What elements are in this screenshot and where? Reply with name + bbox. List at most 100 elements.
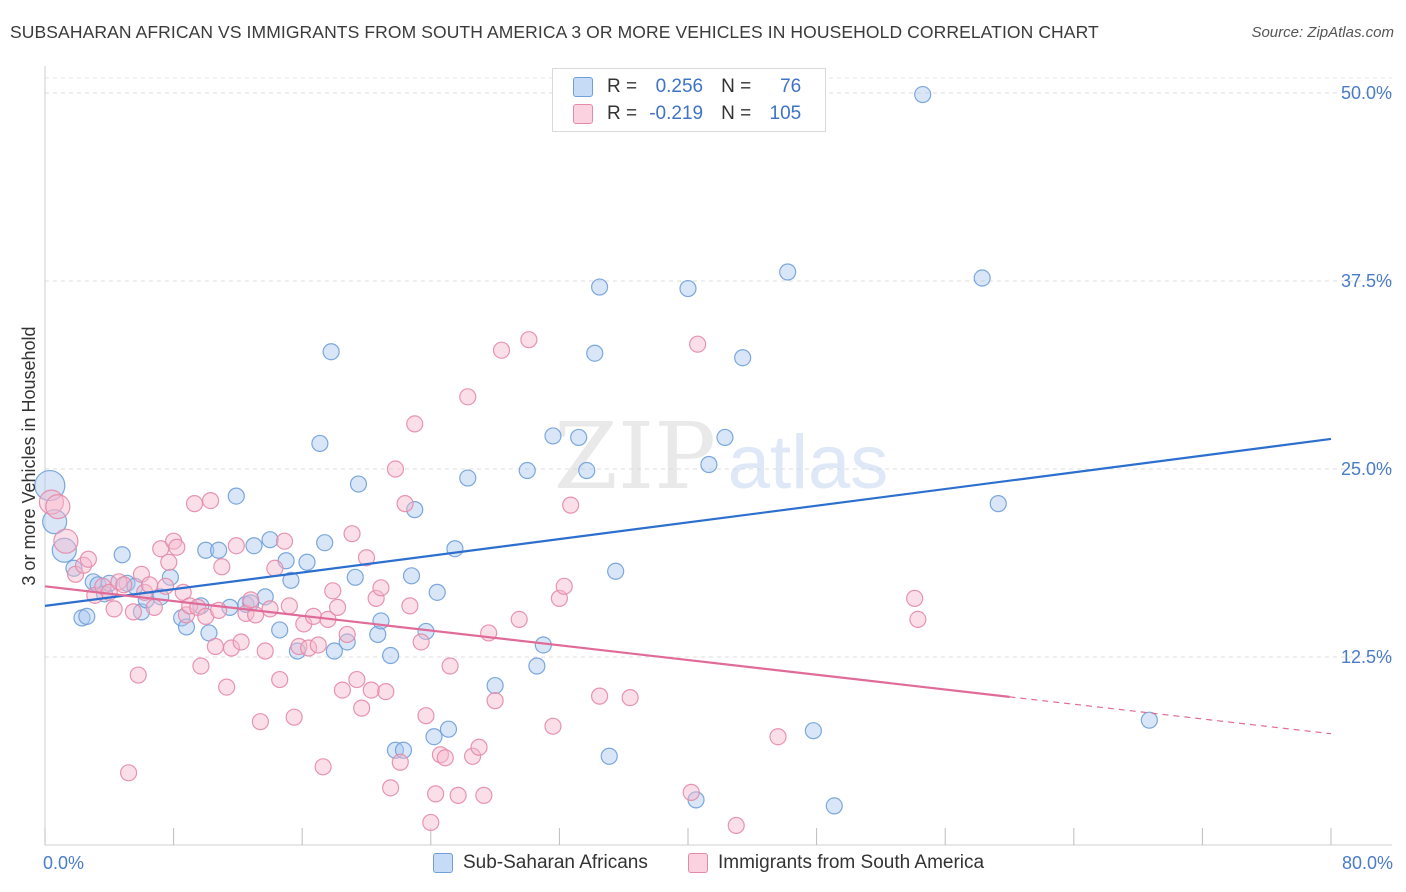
data-point (377, 682, 395, 701)
data-point (349, 475, 368, 493)
data-point (173, 609, 191, 627)
legend-item-sub-saharan: Sub-Saharan Africans (433, 852, 648, 874)
data-point (185, 495, 204, 513)
data-point (218, 678, 236, 696)
trend-line (44, 585, 1010, 698)
y-tick-label: 12.5% (1341, 647, 1392, 667)
data-point (325, 642, 343, 660)
data-point (586, 344, 604, 362)
data-point (285, 708, 303, 726)
data-point (256, 642, 274, 660)
data-point (562, 496, 580, 514)
data-point (145, 598, 163, 616)
data-point (168, 538, 186, 556)
data-point (343, 525, 361, 543)
y-tick-label: 25.0% (1341, 459, 1392, 479)
data-point (348, 670, 366, 689)
data-point (520, 331, 538, 349)
data-point (322, 343, 340, 361)
data-point (271, 670, 289, 689)
data-point (425, 728, 443, 746)
data-point (367, 589, 385, 607)
data-point (119, 764, 138, 782)
data-point (700, 455, 718, 474)
legend-n-value: 105 (769, 103, 802, 124)
legend-row-blue: R = 0.256 N = 76 (573, 75, 801, 99)
data-point (914, 85, 932, 104)
data-point (213, 558, 231, 576)
data-point (682, 783, 700, 801)
data-point (436, 749, 454, 767)
stats-legend: R = 0.256 N = 76 R = -0.219 N = 105 (552, 68, 826, 132)
data-point (679, 279, 697, 298)
data-point (311, 434, 329, 453)
data-point (544, 717, 562, 735)
data-point (177, 618, 196, 636)
watermark-atlas: atlas (728, 420, 889, 505)
data-point (124, 603, 143, 621)
data-point (79, 550, 98, 568)
x-tick-label: 0.0% (43, 853, 84, 873)
data-point (271, 621, 289, 639)
data-point (439, 720, 458, 738)
data-point (113, 546, 131, 564)
data-point (463, 747, 482, 765)
data-point (475, 786, 493, 804)
data-point (769, 728, 787, 746)
data-point (727, 816, 745, 835)
data-point (242, 591, 260, 609)
data-point (192, 657, 210, 675)
data-point (353, 699, 371, 717)
data-point (140, 576, 159, 594)
data-point (906, 589, 924, 607)
data-point (245, 537, 263, 555)
series-legend: Sub-Saharan Africans Immigrants from Sou… (0, 852, 1406, 878)
data-point (94, 577, 112, 595)
data-point (65, 559, 83, 577)
data-point (115, 576, 133, 594)
data-point (160, 553, 178, 571)
data-point (590, 687, 609, 705)
data-point (607, 562, 625, 580)
data-point (298, 553, 316, 571)
legend-swatch-blue (573, 77, 593, 97)
chart-title: SUBSAHARAN AFRICAN VS IMMIGRANTS FROM SO… (10, 22, 1099, 42)
data-point (470, 738, 488, 756)
data-point (346, 568, 364, 586)
data-point (716, 428, 734, 447)
data-point (300, 639, 318, 657)
data-point (227, 487, 245, 505)
data-point (449, 786, 467, 804)
data-point (232, 633, 250, 651)
data-point (555, 577, 573, 595)
data-point (42, 509, 68, 535)
data-point (210, 541, 228, 559)
data-point (333, 681, 351, 699)
data-point (412, 633, 430, 651)
legend-swatch-blue (433, 853, 453, 873)
data-point (427, 785, 445, 803)
data-point (391, 753, 409, 771)
series-immigrants-south-america (38, 331, 927, 835)
data-point (510, 610, 528, 629)
data-point (369, 625, 387, 644)
data-point (600, 747, 618, 765)
data-point (486, 692, 504, 710)
data-point (227, 537, 245, 555)
legend-n-label: N = (721, 76, 752, 97)
data-point (266, 559, 284, 577)
legend-item-south-america: Immigrants from South America (688, 852, 984, 874)
data-point (431, 746, 450, 764)
data-point (275, 532, 294, 550)
data-point (518, 461, 536, 480)
legend-label-sub-saharan: Sub-Saharan Africans (463, 852, 648, 873)
trend-line (44, 437, 1332, 607)
grid-lines (45, 77, 1392, 658)
x-tick-label: 80.0% (1342, 853, 1393, 873)
data-point (362, 681, 380, 699)
data-point (34, 469, 66, 502)
series-sub-saharan-africans (34, 85, 1158, 815)
data-point (222, 639, 241, 657)
data-point (51, 537, 77, 563)
data-point (1140, 711, 1158, 729)
